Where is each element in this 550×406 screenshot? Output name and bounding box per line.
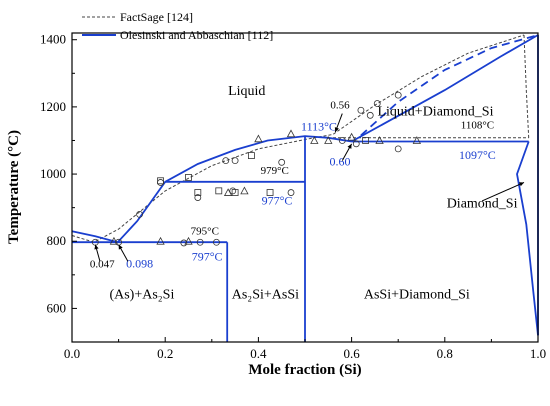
- x-tick-label: 0.0: [64, 346, 80, 361]
- exp-triangle-point: [109, 236, 119, 245]
- exp-circle-point: [278, 158, 286, 166]
- exp-square-point: [266, 189, 274, 196]
- olesinski-line: [71, 230, 118, 244]
- region-label: Diamond_Si: [447, 197, 518, 212]
- y-tick-label: 600: [47, 300, 67, 315]
- exp-triangle-point: [347, 132, 356, 141]
- annotation-arrowhead: [519, 182, 525, 187]
- exp-circle-point: [229, 187, 237, 195]
- olesinski-line: [351, 34, 539, 143]
- x-tick-label: 0.2: [157, 346, 173, 361]
- exp-triangle-point: [286, 129, 296, 138]
- x-axis-title: Mole fraction (Si): [248, 362, 361, 378]
- exp-circle-point: [194, 194, 202, 201]
- point-annotation: 797°C: [192, 250, 223, 264]
- exp-circle-point: [222, 157, 230, 165]
- point-annotation: 0.047: [90, 258, 115, 270]
- annotation-arrowhead: [334, 127, 339, 133]
- exp-square-point: [194, 189, 202, 196]
- exp-square-point: [157, 177, 164, 185]
- point-annotation: 1108°C: [461, 120, 494, 132]
- x-tick-label: 0.6: [343, 346, 360, 361]
- exp-triangle-point: [310, 136, 319, 144]
- exp-circle-point: [338, 137, 346, 144]
- exp-square-point: [215, 187, 223, 195]
- region-label: Liquid+Diamond_Si: [377, 104, 493, 119]
- region-label: (As)+As₂Si: [109, 287, 174, 302]
- region-label: AsSi+Diamond_Si: [364, 287, 470, 302]
- exp-triangle-point: [324, 136, 333, 144]
- exp-triangle-point: [156, 236, 165, 245]
- exp-circle-point: [287, 189, 295, 196]
- point-annotation: 979°C: [261, 165, 289, 177]
- exp-square-point: [248, 152, 255, 159]
- exp-circle-point: [196, 238, 204, 246]
- exp-triangle-point: [412, 136, 422, 144]
- annotation-arrow: [481, 182, 525, 202]
- region-label: As₂Si+AsSi: [232, 287, 299, 302]
- point-annotation: 1097°C: [459, 148, 496, 162]
- y-tick-label: 800: [47, 233, 67, 248]
- exp-triangle-point: [184, 236, 193, 245]
- region-label: Liquid: [228, 84, 265, 99]
- exp-triangle-point: [375, 136, 384, 144]
- exp-circle-point: [213, 238, 220, 246]
- exp-square-point: [185, 174, 192, 181]
- exp-circle-point: [373, 100, 381, 107]
- point-annotation: 795°C: [191, 226, 219, 238]
- exp-square-point: [231, 189, 239, 196]
- plot-area: Liquid Liquid+Diamond_Si Diamond_Si (As)+As…: [71, 34, 539, 342]
- point-annotation: 0.56: [330, 100, 350, 112]
- point-annotation: 1113°C: [301, 119, 337, 133]
- x-tick-label: 0.8: [437, 346, 453, 361]
- factsage-line: [523, 34, 530, 138]
- exp-circle-point: [366, 111, 374, 119]
- x-tick-label: 1.0: [530, 346, 546, 361]
- exp-circle-point: [231, 157, 239, 165]
- exp-circle-point: [394, 91, 402, 99]
- olesinski-line: [516, 141, 539, 336]
- y-axis-title: Temperature (°C): [6, 130, 22, 244]
- ticks: 0.0 0.2 0.4 0.6 0.8 1.0 600 800 1000 1200 1400: [40, 32, 546, 361]
- y-tick-label: 1000: [40, 166, 66, 181]
- x-tick-label: 0.4: [250, 346, 267, 361]
- factsage-line: [71, 34, 525, 243]
- olesinski-line: [117, 135, 352, 243]
- legend-label-olesinski: Olesinski and Abbaschian [112]: [120, 28, 273, 42]
- annotation-arrowhead: [118, 244, 123, 250]
- point-annotation: 977°C: [262, 193, 293, 207]
- exp-triangle-point: [223, 188, 233, 196]
- exp-circle-point: [352, 140, 360, 148]
- annotation-arrowhead: [347, 143, 352, 149]
- exp-square-point: [362, 137, 369, 144]
- exp-circle-point: [180, 239, 188, 247]
- exp-circle-point: [157, 179, 164, 186]
- y-tick-label: 1200: [40, 99, 66, 114]
- exp-triangle-point: [240, 186, 249, 195]
- legend: FactSage [124] Olesinski and Abbaschian …: [82, 10, 273, 42]
- exp-circle-point: [136, 210, 143, 218]
- point-annotation: 0.098: [126, 256, 153, 270]
- exp-triangle-point: [254, 134, 263, 143]
- annotation-arrowhead: [94, 244, 99, 250]
- legend-label-factsage: FactSage [124]: [120, 10, 193, 24]
- y-tick-label: 1400: [40, 32, 66, 47]
- olesinski-dashed-liquidus: [360, 34, 539, 137]
- exp-circle-point: [357, 106, 365, 114]
- point-annotation: 0.60: [329, 155, 350, 169]
- exp-circle-point: [394, 145, 402, 153]
